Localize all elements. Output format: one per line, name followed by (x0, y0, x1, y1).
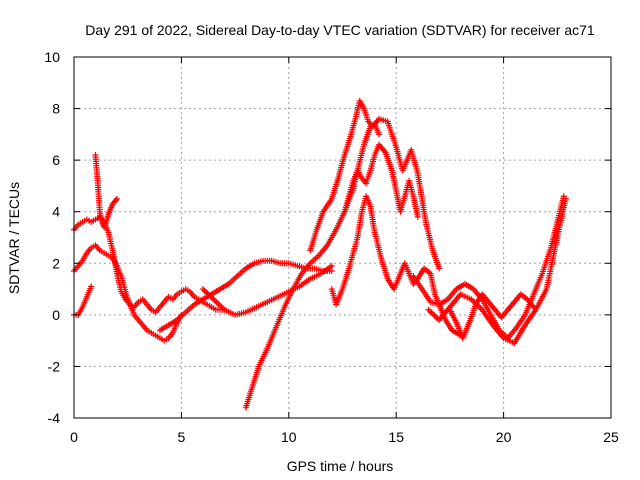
x-tick-label: 15 (388, 429, 404, 445)
y-tick-label: 4 (52, 204, 60, 220)
data-point (562, 195, 569, 202)
x-tick-label: 0 (70, 429, 78, 445)
axis-ticks: 0 5 10 15 20 25 -4 -2 0 2 4 6 8 10 (44, 49, 619, 445)
data-point (112, 197, 119, 204)
series-track-13 (446, 291, 537, 342)
y-tick-label: -2 (48, 358, 61, 374)
x-tick-label: 25 (603, 429, 619, 445)
x-tick-label: 10 (281, 429, 297, 445)
series-track-4 (92, 151, 120, 231)
x-tick-label: 5 (178, 429, 186, 445)
data-point (328, 268, 335, 275)
data-point (328, 262, 335, 269)
data-point (414, 213, 421, 220)
series-track-10 (341, 141, 421, 220)
series-track-12 (425, 195, 569, 347)
data-point (376, 131, 383, 138)
chart-title: Day 291 of 2022, Sidereal Day-to-day VTE… (85, 22, 595, 38)
series-track-8 (307, 97, 443, 272)
series-track-9 (328, 193, 464, 339)
y-axis-label: SDTVAR / TECUs (6, 182, 22, 294)
plot-frame (73, 56, 612, 419)
series-track-7 (242, 121, 383, 411)
y-tick-label: 2 (52, 255, 60, 271)
x-tick-label: 20 (496, 429, 512, 445)
x-axis-label: GPS time / hours (287, 458, 394, 474)
y-tick-label: 10 (44, 49, 60, 65)
y-tick-label: 6 (52, 152, 60, 168)
data-point (113, 195, 120, 202)
y-tick-label: -4 (48, 410, 61, 426)
y-tick-label: 0 (52, 307, 60, 323)
grid-lines (74, 57, 611, 418)
data-points (71, 97, 569, 411)
y-tick-label: 8 (52, 101, 60, 117)
data-point (88, 283, 95, 290)
data-point (530, 304, 537, 311)
data-point (436, 265, 443, 272)
